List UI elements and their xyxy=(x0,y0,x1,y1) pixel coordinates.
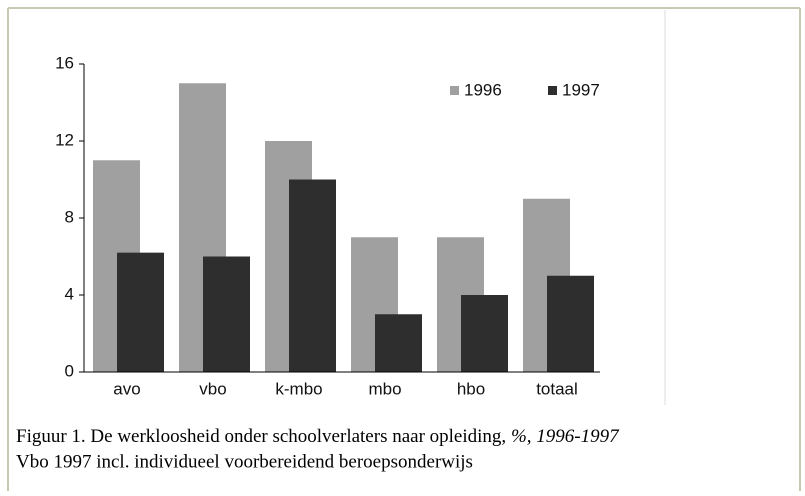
x-tick-label: mbo xyxy=(368,379,401,398)
y-tick-label: 12 xyxy=(55,130,74,149)
y-tick-label: 8 xyxy=(65,207,74,226)
x-tick-label: vbo xyxy=(199,379,226,398)
caption-emphasis: %, 1996-1997 xyxy=(511,426,620,447)
x-tick-label: totaal xyxy=(536,379,578,398)
caption-note: Vbo 1997 incl. individueel voorbereidend… xyxy=(16,451,473,472)
caption-text: Figuur 1. De werkloosheid onder schoolve… xyxy=(16,426,511,447)
legend-label: 1997 xyxy=(562,80,600,99)
y-tick-label: 16 xyxy=(55,53,74,72)
bar xyxy=(289,179,336,372)
y-tick-label: 0 xyxy=(65,361,74,380)
x-tick-label: avo xyxy=(113,379,140,398)
bar xyxy=(203,256,250,372)
caption: Figuur 1. De werkloosheid onder schoolve… xyxy=(16,426,620,447)
bar xyxy=(547,275,594,372)
y-tick-label: 4 xyxy=(65,284,74,303)
legend-swatch xyxy=(548,86,557,95)
bar xyxy=(117,252,164,372)
legend-swatch xyxy=(450,86,459,95)
x-tick-label: hbo xyxy=(457,379,485,398)
bar xyxy=(461,295,508,372)
legend-label: 1996 xyxy=(464,80,502,99)
x-tick-label: k-mbo xyxy=(275,379,322,398)
bar xyxy=(375,314,422,372)
